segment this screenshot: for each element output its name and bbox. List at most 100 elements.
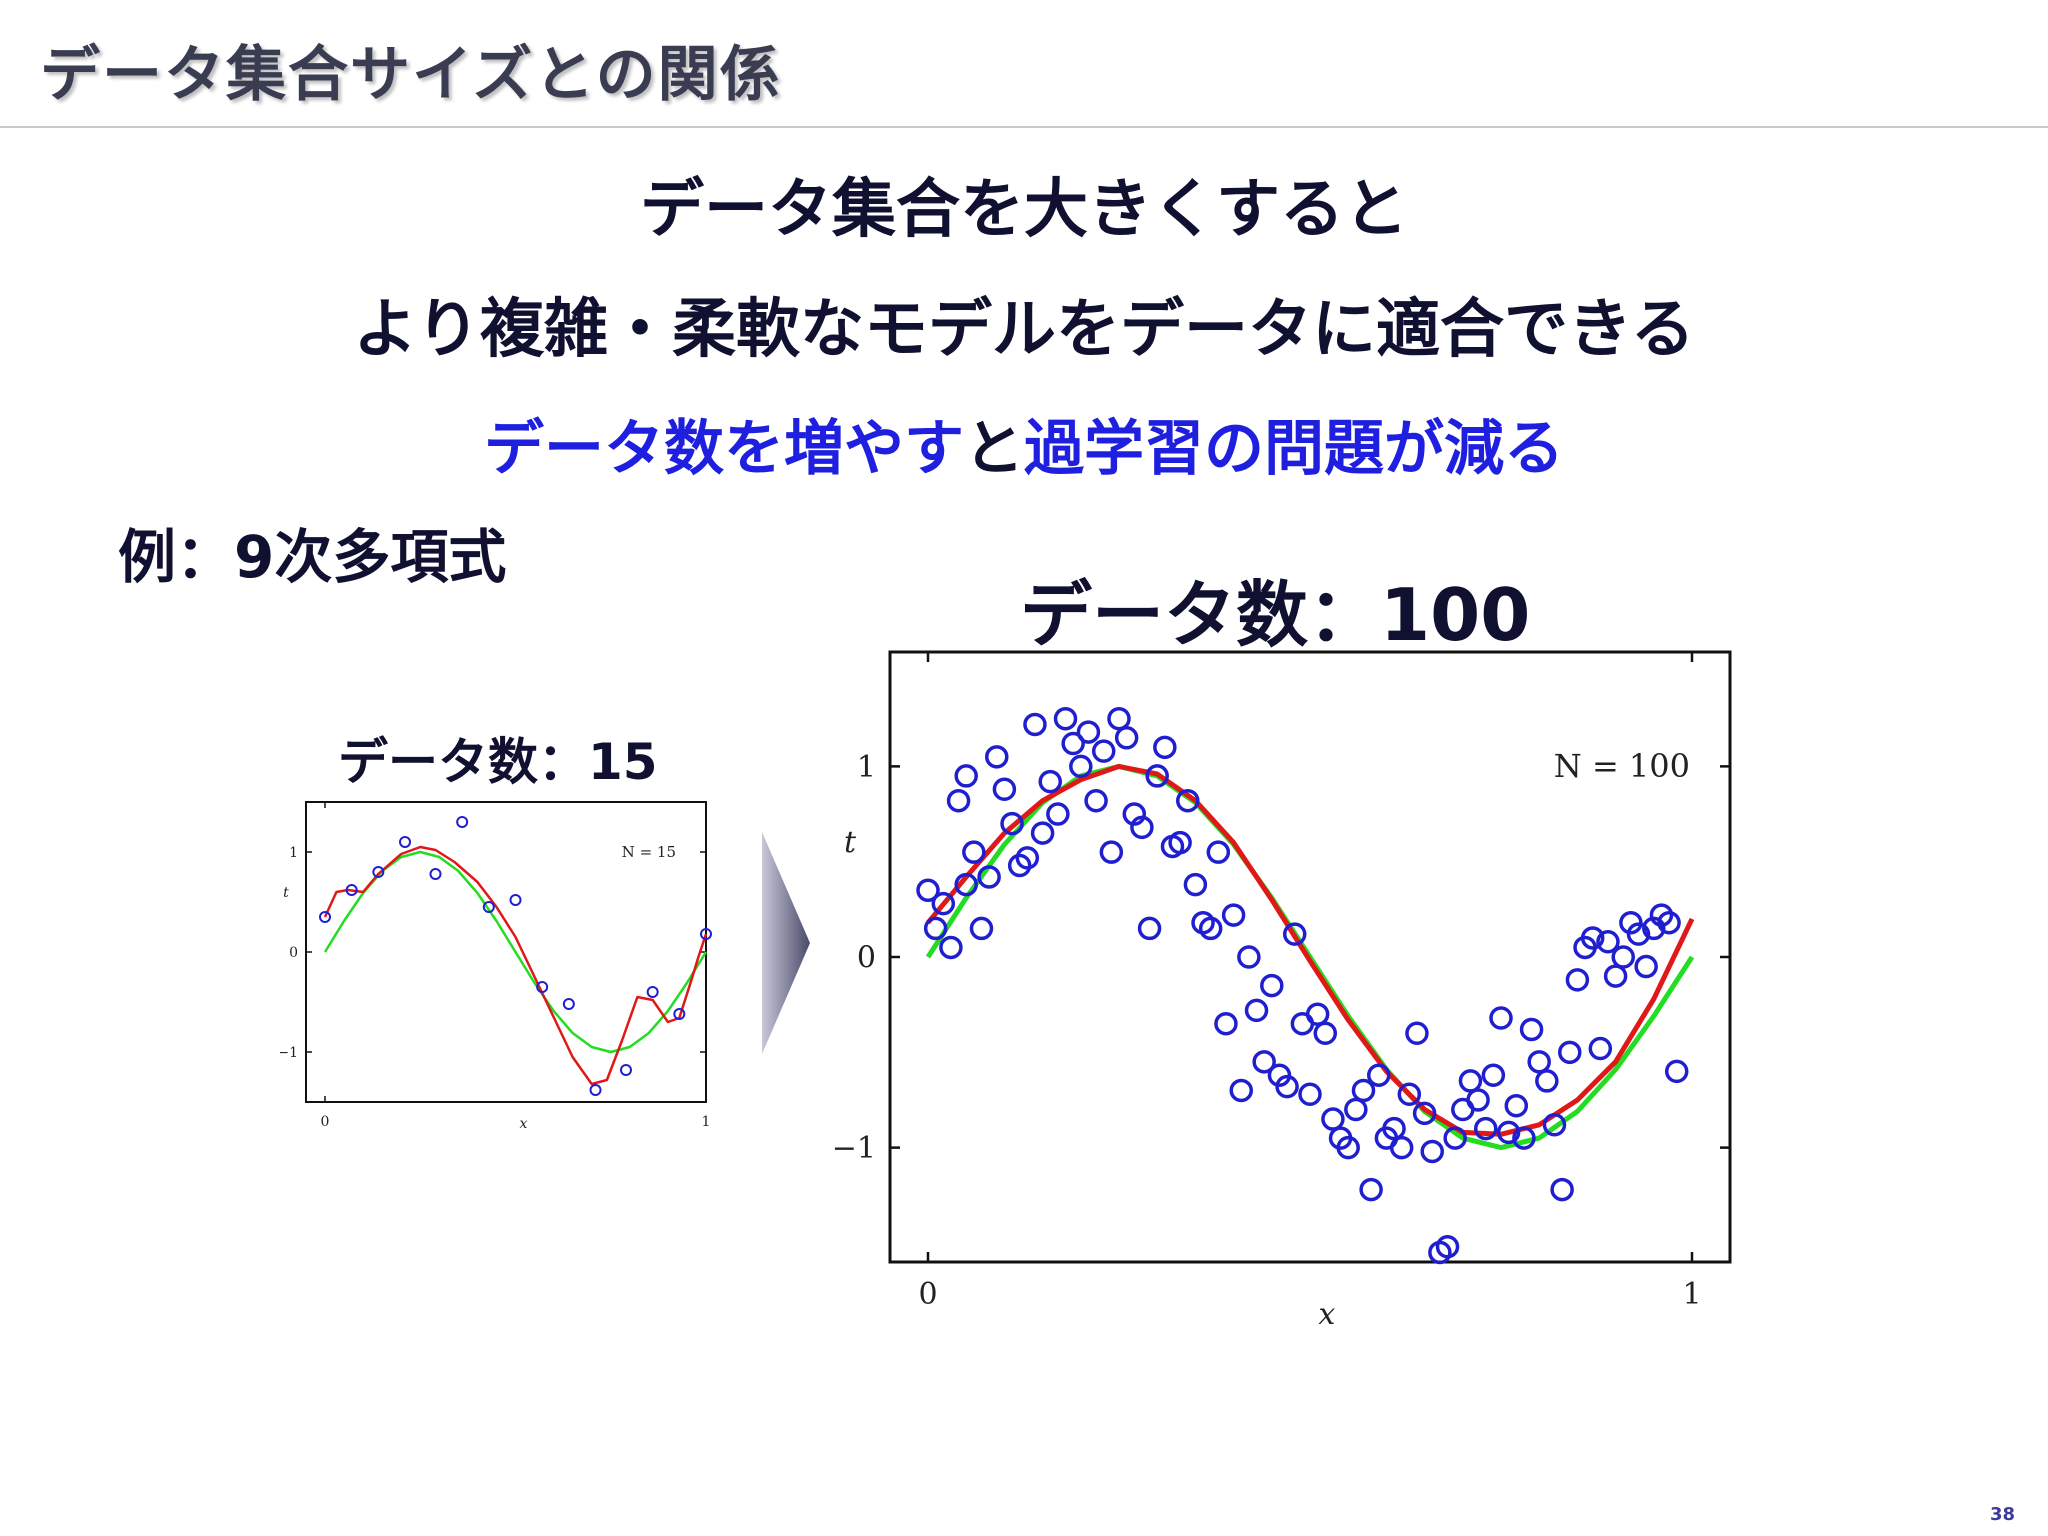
data-point: [916, 878, 940, 903]
data-point: [1198, 916, 1223, 941]
data-point: [1015, 846, 1040, 870]
data-point: [1076, 720, 1101, 744]
x-tick-label: 1: [1682, 1277, 1701, 1312]
data-point: [1344, 1097, 1368, 1122]
y-tick-label: 0: [289, 945, 298, 961]
data-point: [1351, 1078, 1376, 1103]
data-point: [1420, 1139, 1444, 1164]
data-point: [456, 816, 469, 828]
data-point: [1443, 1126, 1467, 1150]
subline: データ数を増やすと過学習の問題が減る: [0, 400, 2048, 487]
title-divider: [0, 126, 2048, 128]
data-point: [1611, 945, 1635, 969]
data-point: [1084, 788, 1108, 813]
data-point: [1580, 926, 1605, 950]
data-point: [482, 901, 495, 913]
y-tick-label: −1: [280, 1045, 298, 1061]
data-point: [969, 916, 994, 941]
data-point: [1137, 916, 1162, 941]
data-point: [1030, 821, 1055, 845]
data-point: [1046, 802, 1070, 826]
data-point: [1649, 903, 1674, 927]
data-point: [1206, 840, 1231, 864]
small-chart: −1 0 1 0 1 x t N = 15: [280, 801, 712, 1132]
subline-part-2: と: [964, 414, 1024, 484]
data-point: [1634, 954, 1658, 979]
data-point: [1099, 840, 1124, 864]
data-point: [673, 1008, 686, 1020]
data-point: [1527, 1050, 1551, 1074]
data-point: [1542, 1113, 1567, 1137]
data-point: [1657, 910, 1681, 935]
data-point: [1145, 764, 1169, 788]
data-point: [646, 986, 659, 998]
data-point: [939, 935, 963, 960]
data-point: [1596, 930, 1620, 954]
data-point: [992, 777, 1017, 801]
data-point: [1000, 811, 1024, 836]
data-point: [1282, 922, 1307, 946]
data-point: [1435, 1235, 1460, 1259]
headline-line-2: より複雑・柔軟なモデルをデータに適合できる: [353, 293, 1695, 367]
page-number: 38: [1990, 1504, 2016, 1525]
y-tick-label: 0: [857, 941, 876, 976]
data-point: [1664, 1059, 1689, 1084]
x-axis-label: x: [520, 1116, 528, 1132]
data-point: [372, 866, 385, 878]
data-point: [1130, 815, 1154, 840]
data-point: [1069, 754, 1093, 779]
data-point: [1382, 1116, 1406, 1141]
data-point: [509, 894, 522, 906]
subline-part-1: データ数を増やす: [484, 414, 964, 484]
data-point: [962, 840, 986, 864]
data-point: [619, 1064, 632, 1076]
small-chart-title: データ数：15: [338, 733, 658, 791]
fitted-polynomial-curve: [926, 763, 1695, 1137]
data-point: [946, 788, 971, 813]
data-point: [1412, 1101, 1437, 1126]
big-chart: −1 0 1 0 1 x t N = 100: [832, 650, 1732, 1332]
data-point: [1229, 1078, 1253, 1103]
data-point: [977, 865, 1001, 889]
data-point: [1535, 1069, 1559, 1093]
data-point: [1550, 1177, 1574, 1202]
n-annotation: N = 15: [622, 843, 676, 861]
data-point: [1252, 1050, 1276, 1074]
data-point: [1168, 830, 1192, 855]
data-point: [1397, 1082, 1422, 1106]
data-point: [1321, 1107, 1345, 1131]
data-point: [562, 998, 575, 1010]
data-point: [1496, 1120, 1521, 1145]
y-axis-label: t: [844, 825, 857, 860]
data-point: [536, 981, 549, 993]
data-point: [1260, 973, 1284, 998]
data-point: [1237, 945, 1261, 969]
data-point: [1221, 903, 1246, 927]
n-annotation: N = 100: [1554, 747, 1690, 785]
data-point: [954, 764, 978, 788]
data-point: [1114, 726, 1139, 750]
example-label: 例：9次多項式: [118, 523, 507, 591]
data-point: [1489, 1006, 1513, 1030]
y-axis-label: t: [283, 885, 289, 901]
data-point: [1053, 706, 1078, 731]
data-point: [345, 884, 358, 896]
plot-frame: [305, 801, 707, 1103]
data-point: [1558, 1040, 1582, 1065]
data-point: [1313, 1021, 1338, 1045]
data-point: [1519, 1017, 1544, 1042]
x-axis-label: x: [1318, 1297, 1335, 1332]
fitted-polynomial-curve: [323, 845, 708, 1086]
right-arrow-icon: [762, 832, 810, 1054]
data-point: [1061, 731, 1085, 756]
data-point: [1023, 712, 1047, 737]
data-point: [985, 745, 1009, 769]
headline-line-1: データ集合を大きくすると: [640, 173, 1408, 247]
data-point: [923, 916, 948, 941]
data-point: [319, 911, 331, 923]
data-point: [1183, 872, 1208, 897]
data-point: [1458, 1069, 1483, 1093]
data-point: [1466, 1088, 1490, 1112]
subline-part-3: 過学習の問題が減る: [1024, 414, 1564, 484]
data-point: [1038, 769, 1062, 794]
